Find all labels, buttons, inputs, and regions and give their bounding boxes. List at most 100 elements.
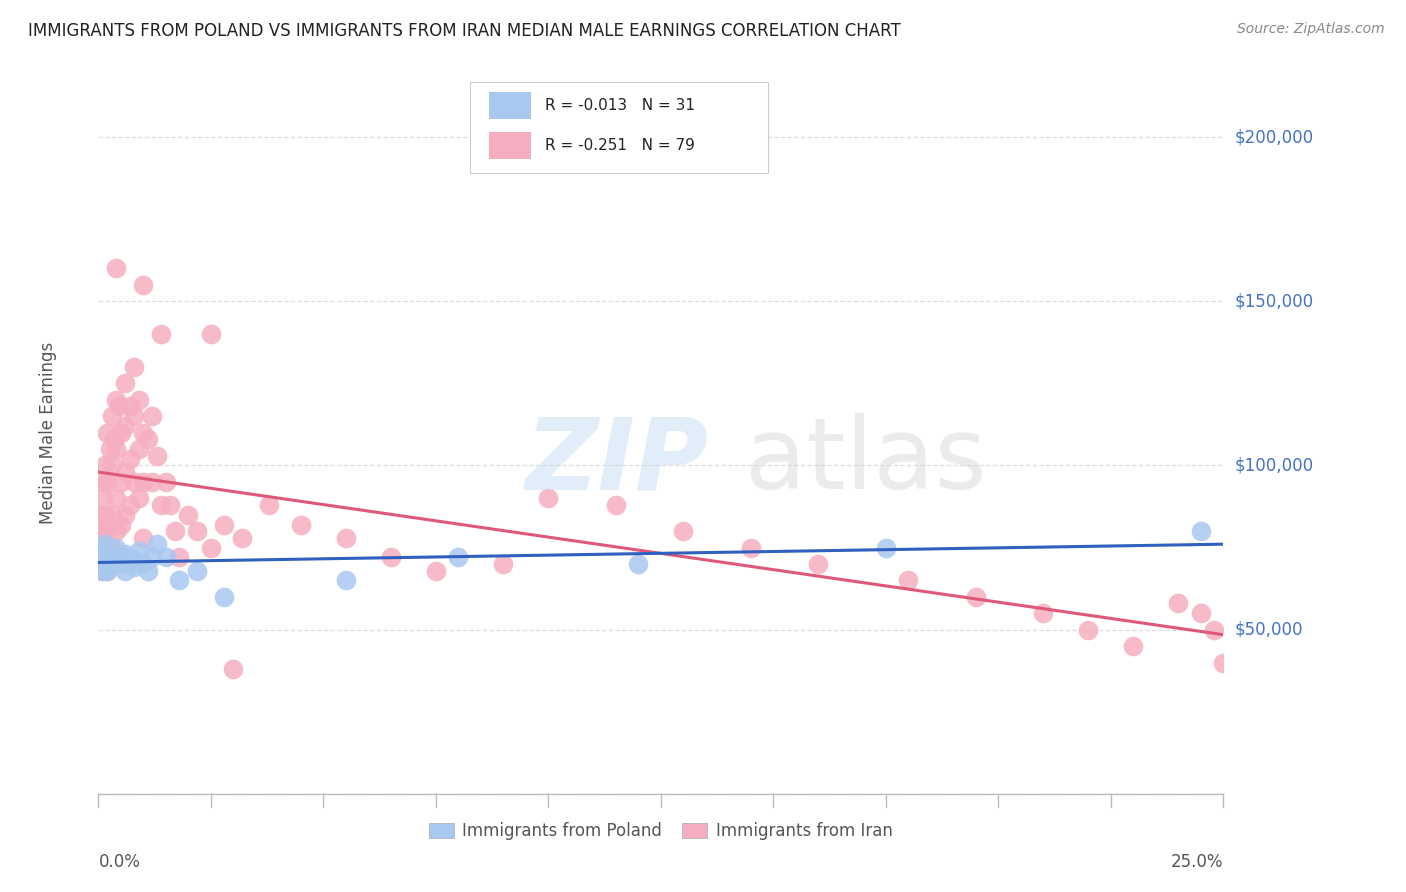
Point — [1189, 607, 1212, 621]
Point — [537, 491, 560, 506]
Point — [110, 550, 132, 565]
Text: $200,000: $200,000 — [1234, 128, 1313, 146]
Point — [214, 590, 236, 604]
Point — [110, 425, 132, 440]
Point — [96, 554, 118, 568]
Point — [163, 524, 186, 538]
Point — [128, 491, 150, 506]
Point — [200, 327, 222, 342]
Point — [897, 574, 920, 588]
Point — [1189, 524, 1212, 538]
Text: $100,000: $100,000 — [1234, 457, 1313, 475]
Point — [155, 475, 177, 489]
Point — [114, 465, 136, 479]
Point — [200, 541, 222, 555]
Point — [169, 574, 191, 588]
Point — [132, 425, 155, 440]
Point — [146, 537, 169, 551]
Point — [91, 524, 114, 538]
Point — [605, 498, 627, 512]
Text: R = -0.251   N = 79: R = -0.251 N = 79 — [546, 138, 695, 153]
Point — [627, 557, 650, 571]
Point — [150, 327, 173, 342]
Text: 25.0%: 25.0% — [1171, 853, 1223, 871]
Point — [105, 392, 128, 407]
Point — [101, 458, 124, 473]
Point — [91, 475, 114, 489]
Point — [105, 261, 128, 276]
FancyBboxPatch shape — [489, 132, 531, 159]
Point — [118, 400, 141, 414]
Point — [132, 557, 155, 571]
Point — [155, 550, 177, 565]
Point — [290, 517, 312, 532]
Point — [91, 564, 114, 578]
Point — [114, 564, 136, 578]
Point — [1204, 623, 1226, 637]
Text: $150,000: $150,000 — [1234, 293, 1313, 310]
Point — [1167, 596, 1189, 610]
Point — [91, 491, 114, 506]
Point — [259, 498, 281, 512]
Point — [98, 442, 121, 456]
Point — [94, 537, 117, 551]
Point — [186, 564, 208, 578]
Point — [91, 564, 114, 578]
Point — [101, 557, 124, 571]
Point — [96, 524, 118, 538]
Point — [128, 544, 150, 558]
Point — [118, 451, 141, 466]
Point — [101, 547, 124, 561]
Point — [214, 517, 236, 532]
Point — [128, 392, 150, 407]
Point — [965, 590, 987, 604]
Point — [114, 547, 136, 561]
FancyBboxPatch shape — [489, 93, 531, 119]
Point — [90, 508, 112, 522]
Point — [124, 554, 146, 568]
Point — [136, 564, 159, 578]
Point — [101, 541, 124, 555]
Point — [128, 442, 150, 456]
Point — [1032, 607, 1054, 621]
Point — [90, 550, 112, 565]
Point — [103, 432, 125, 446]
Point — [110, 517, 132, 532]
Point — [90, 557, 112, 571]
Point — [169, 550, 191, 565]
Text: R = -0.013   N = 31: R = -0.013 N = 31 — [546, 98, 695, 113]
Point — [132, 531, 155, 545]
Point — [186, 524, 208, 538]
Point — [740, 541, 762, 555]
Point — [141, 409, 163, 424]
Legend: Immigrants from Poland, Immigrants from Iran: Immigrants from Poland, Immigrants from … — [422, 815, 900, 847]
Point — [132, 277, 155, 292]
Point — [132, 475, 155, 489]
Point — [146, 449, 169, 463]
Point — [96, 544, 118, 558]
Point — [492, 557, 515, 571]
Text: atlas: atlas — [745, 413, 987, 510]
Point — [1212, 656, 1234, 670]
Text: IMMIGRANTS FROM POLAND VS IMMIGRANTS FROM IRAN MEDIAN MALE EARNINGS CORRELATION : IMMIGRANTS FROM POLAND VS IMMIGRANTS FRO… — [28, 22, 901, 40]
Point — [91, 547, 114, 561]
Text: $50,000: $50,000 — [1234, 621, 1303, 639]
Point — [1122, 639, 1144, 653]
Point — [89, 541, 111, 555]
Point — [96, 475, 118, 489]
Point — [110, 557, 132, 571]
Point — [118, 550, 141, 565]
Text: ZIP: ZIP — [526, 413, 709, 510]
Point — [425, 564, 447, 578]
Point — [177, 508, 200, 522]
Point — [380, 550, 402, 565]
Point — [150, 498, 173, 512]
Point — [447, 550, 470, 565]
Point — [101, 409, 124, 424]
Point — [94, 458, 117, 473]
Point — [118, 498, 141, 512]
Point — [114, 376, 136, 391]
Point — [114, 419, 136, 434]
Point — [114, 508, 136, 522]
Point — [875, 541, 897, 555]
